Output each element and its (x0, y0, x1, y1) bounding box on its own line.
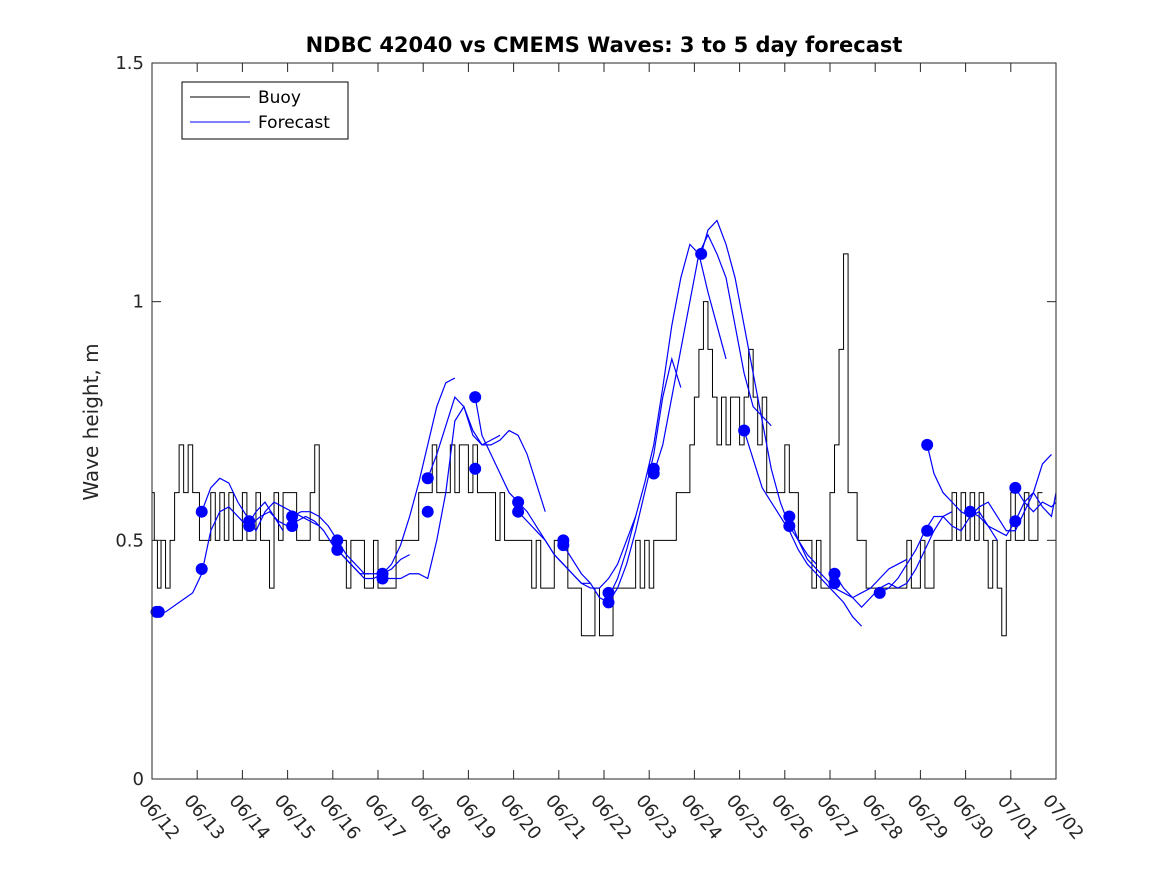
forecast-marker-13 (421, 472, 434, 485)
y-tick-label: 1.5 (115, 53, 144, 74)
forecast-run-line-9 (517, 511, 637, 589)
legend: Buoy Forecast (181, 81, 349, 140)
forecast-marker-30 (828, 577, 841, 590)
forecast-marker-18 (512, 505, 525, 518)
forecast-marker-31 (873, 586, 886, 599)
forecast-run-line-10 (562, 356, 682, 604)
forecast-marker-20 (557, 539, 570, 552)
forecast-run-line-17 (879, 510, 998, 594)
forecast-marker-36 (1009, 515, 1022, 528)
forecast-run-line-11 (607, 243, 727, 598)
forecast-marker-28 (783, 520, 796, 533)
legend-forecast-label: Forecast (258, 113, 330, 133)
forecast-marker-9 (331, 534, 344, 547)
forecast-marker-10 (331, 543, 344, 556)
forecast-marker-16 (469, 462, 482, 475)
axes-background (152, 63, 1056, 779)
forecast-marker-25 (695, 247, 708, 260)
forecast-run-line-20 (1014, 487, 1057, 513)
forecast-marker-4 (195, 562, 208, 575)
forecast-marker-6 (243, 520, 256, 533)
forecast-marker-35 (1009, 481, 1022, 494)
forecast-run-line-1 (154, 501, 284, 613)
plot-area: 00.511.506/1206/1306/1406/1506/1606/1706… (115, 53, 1087, 844)
y-tick-label: 0 (133, 769, 144, 790)
forecast-marker-12 (376, 572, 389, 585)
forecast-marker-17 (512, 496, 525, 509)
y-axis-label: Wave height, m (79, 343, 103, 500)
forecast-marker-3 (195, 505, 208, 518)
forecast-marker-33 (921, 524, 934, 537)
y-tick-label: 1 (133, 292, 144, 313)
forecast-marker-8 (286, 520, 299, 533)
forecast-marker-2 (152, 605, 165, 618)
forecast-run-line-4 (291, 511, 410, 575)
forecast-marker-24 (647, 467, 660, 480)
legend-buoy-label: Buoy (258, 88, 301, 108)
forecast-run-line-18 (926, 444, 1052, 532)
forecast-marker-27 (783, 510, 796, 523)
forecast-marker-29 (828, 567, 841, 580)
chart-title: NDBC 42040 vs CMEMS Waves: 3 to 5 day fo… (306, 33, 903, 57)
forecast-marker-21 (602, 586, 615, 599)
forecast-run-line-16 (834, 511, 953, 609)
forecast-run-line-15 (788, 516, 908, 599)
forecast-marker-7 (286, 510, 299, 523)
forecast-run-line-5 (336, 377, 456, 580)
forecast-marker-22 (602, 596, 615, 609)
y-tick-label: 0.5 (115, 530, 144, 551)
forecast-marker-14 (421, 505, 434, 518)
forecast-run-line-12 (653, 233, 772, 474)
forecast-marker-15 (469, 391, 482, 404)
forecast-marker-34 (964, 505, 977, 518)
forecast-marker-26 (738, 424, 751, 437)
forecast-marker-32 (921, 438, 934, 451)
forecast-run-line-14 (743, 430, 863, 627)
legend-box (181, 81, 349, 140)
forecast-run-line-2 (201, 477, 320, 533)
